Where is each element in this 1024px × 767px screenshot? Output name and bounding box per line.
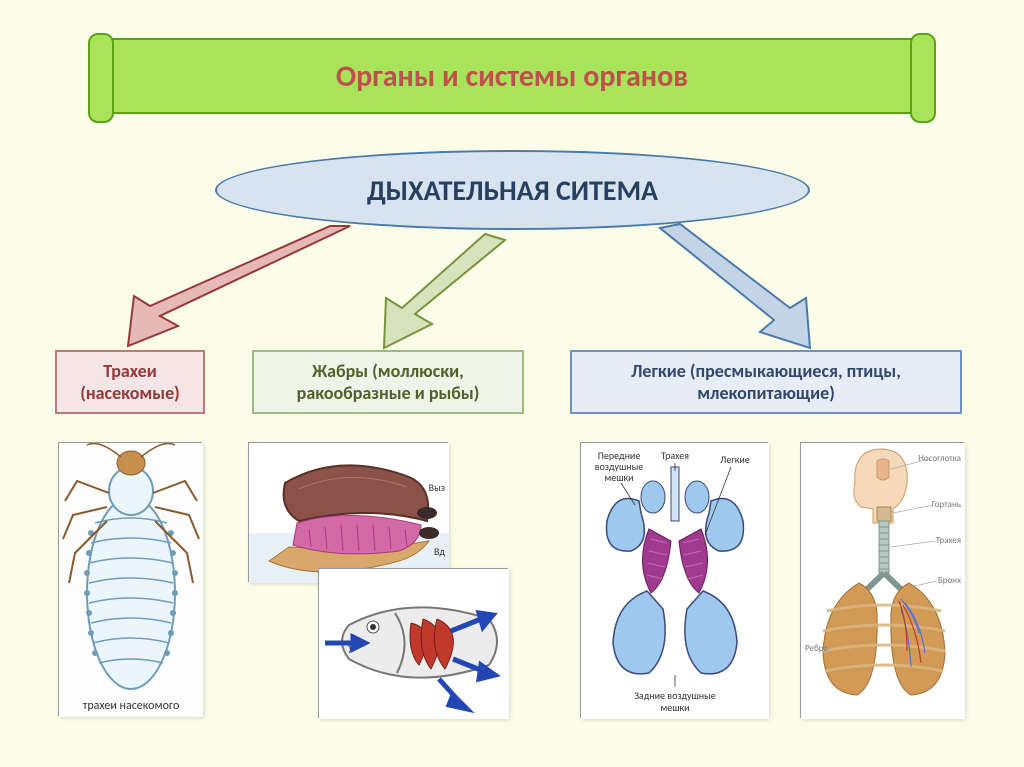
system-oval-text: ДЫХАТЕЛЬНАЯ СИТЕМА (367, 173, 658, 208)
arrow-to-trachea (120, 218, 380, 358)
arrow-to-gills (360, 228, 520, 358)
svg-text:Выз: Выз (429, 481, 445, 494)
arrow-to-lungs (640, 220, 840, 360)
svg-text:Вд: Вд (434, 545, 445, 558)
illustration-fish (318, 568, 508, 718)
svg-text:мешки: мешки (604, 471, 633, 484)
svg-text:Ребра: Ребра (805, 643, 828, 654)
svg-text:Легкие: Легкие (720, 453, 750, 466)
insect-caption-svg: трахеи насекомого (83, 699, 180, 713)
category-lungs: Легкие (пресмыкающиеся, птицы, млекопита… (570, 350, 962, 414)
category-gills-label: Жабры (моллюски, ракообразные и рыбы) (264, 360, 512, 404)
svg-text:Трахея: Трахея (661, 449, 689, 462)
illustration-human: Носоглотка Гортань Трахея Бронх (800, 442, 964, 718)
illustration-mollusk: Выз Вд (248, 442, 448, 582)
svg-text:мешки: мешки (660, 701, 689, 714)
category-gills: Жабры (моллюски, ракообразные и рыбы) (252, 350, 524, 414)
category-trachea-label: Трахеи (насекомые) (67, 360, 193, 404)
illustration-bird: Передние воздушные мешки Трахея Легкие З… (580, 442, 768, 718)
category-lungs-label: Легкие (пресмыкающиеся, птицы, млекопита… (582, 360, 950, 404)
title-banner: Органы и системы органов (98, 38, 926, 114)
svg-text:Гортань: Гортань (932, 499, 961, 510)
illustration-insect: трахеи насекомого (58, 442, 202, 716)
svg-text:Носоглотка: Носоглотка (918, 453, 961, 464)
svg-text:Трахея: Трахея (936, 535, 961, 546)
svg-text:Бронх: Бронх (938, 575, 961, 586)
title-text: Органы и системы органов (336, 58, 688, 95)
category-trachea: Трахеи (насекомые) (55, 350, 205, 414)
